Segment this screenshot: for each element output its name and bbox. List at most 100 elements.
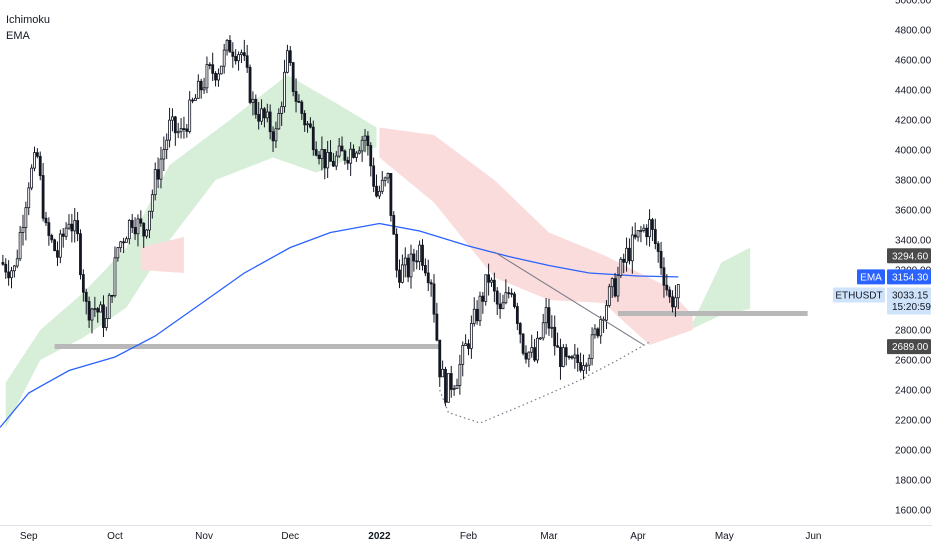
- candle-body: [76, 220, 80, 235]
- candle-body: [70, 223, 74, 232]
- candle-body: [10, 270, 13, 279]
- candle-body: [12, 265, 16, 272]
- candle-body: [467, 343, 470, 349]
- candle-body: [567, 356, 571, 358]
- candle: [363, 129, 367, 153]
- candle: [30, 164, 34, 191]
- candle-body: [349, 148, 353, 164]
- candle-body: [570, 356, 574, 359]
- candle: [104, 306, 108, 331]
- candle: [127, 219, 131, 245]
- candle-body: [461, 345, 465, 365]
- candle: [329, 140, 332, 162]
- candle: [148, 210, 151, 239]
- price-tick-label: 5000.00: [895, 0, 932, 7]
- candle-body: [188, 99, 192, 132]
- candle-body: [317, 154, 321, 160]
- candle-body: [487, 274, 491, 283]
- candle-body: [622, 258, 626, 263]
- candle-body: [619, 258, 623, 276]
- cloud-bullish-1: [692, 247, 751, 329]
- candle-body: [352, 148, 355, 158]
- candle: [676, 284, 680, 310]
- candle: [303, 110, 307, 132]
- series-name-tag: [857, 269, 885, 285]
- candle-body: [145, 229, 148, 237]
- candle: [288, 46, 292, 66]
- candle: [510, 288, 514, 298]
- candle: [435, 302, 439, 342]
- candle-body: [377, 190, 381, 197]
- candle: [277, 108, 281, 130]
- candle-body: [659, 251, 663, 269]
- candle-body: [33, 152, 36, 169]
- candle: [24, 201, 28, 241]
- candle-body: [429, 282, 433, 285]
- candle: [191, 97, 194, 104]
- candle-body: [87, 301, 91, 321]
- candle: [294, 78, 298, 113]
- candle: [587, 354, 591, 371]
- candle-body: [268, 111, 272, 133]
- candle-body: [50, 235, 54, 241]
- candle-body: [648, 219, 651, 238]
- candle-body: [171, 116, 174, 121]
- candle-body: [605, 305, 608, 321]
- price-tag-box: [887, 339, 931, 355]
- candle: [240, 49, 243, 64]
- ema-legend-label[interactable]: EMA: [6, 30, 30, 42]
- time-axis[interactable]: Sep Oct Nov Dec 2022 Feb Mar Apr May Jun: [0, 525, 932, 543]
- candle: [208, 62, 212, 70]
- candle-body: [217, 73, 220, 81]
- time-tick-label: Mar: [540, 531, 558, 542]
- candle: [179, 118, 183, 139]
- candle: [616, 266, 620, 302]
- price-tick-label: 3600.00: [895, 206, 932, 217]
- candle: [438, 339, 442, 387]
- candle: [309, 117, 312, 129]
- candle-body: [380, 179, 384, 192]
- candle: [133, 217, 137, 240]
- candle: [524, 345, 528, 364]
- candle-body: [576, 354, 580, 364]
- price-tag-3154.30: 3154.30 EMA: [857, 269, 931, 285]
- candle-body: [426, 272, 430, 284]
- candle-body: [211, 64, 215, 74]
- candle-body: [337, 145, 341, 157]
- candle-body: [99, 304, 103, 313]
- candle: [50, 233, 54, 243]
- candle-body: [79, 233, 82, 276]
- candle-body: [257, 114, 261, 122]
- candle: [671, 290, 674, 313]
- candle: [372, 157, 376, 193]
- candle-body: [590, 334, 594, 359]
- candle-body: [309, 123, 312, 128]
- candle-body: [386, 173, 390, 179]
- candle-body: [596, 328, 600, 337]
- candle: [53, 238, 57, 252]
- candle-body: [219, 65, 223, 75]
- candle: [110, 294, 114, 303]
- price-tag-value: 3033.15: [892, 291, 929, 302]
- candle-body: [423, 265, 427, 274]
- candle: [349, 142, 353, 176]
- candle-body: [191, 99, 194, 102]
- time-tick-label: Oct: [107, 531, 123, 542]
- candle-body: [242, 52, 246, 57]
- candle: [398, 259, 401, 289]
- candle: [194, 94, 197, 101]
- candle-body: [271, 131, 275, 142]
- candle-body: [35, 152, 39, 157]
- candle: [90, 307, 94, 334]
- candle-body: [593, 328, 597, 336]
- candle-body: [412, 253, 416, 262]
- candle-body: [501, 302, 505, 310]
- candle: [297, 94, 301, 103]
- time-tick-label: May: [715, 531, 734, 542]
- candle-body: [251, 98, 255, 103]
- candle-body: [435, 313, 439, 341]
- candle: [628, 238, 631, 265]
- ichimoku-legend-label[interactable]: Ichimoku: [6, 14, 51, 26]
- candle: [314, 141, 318, 157]
